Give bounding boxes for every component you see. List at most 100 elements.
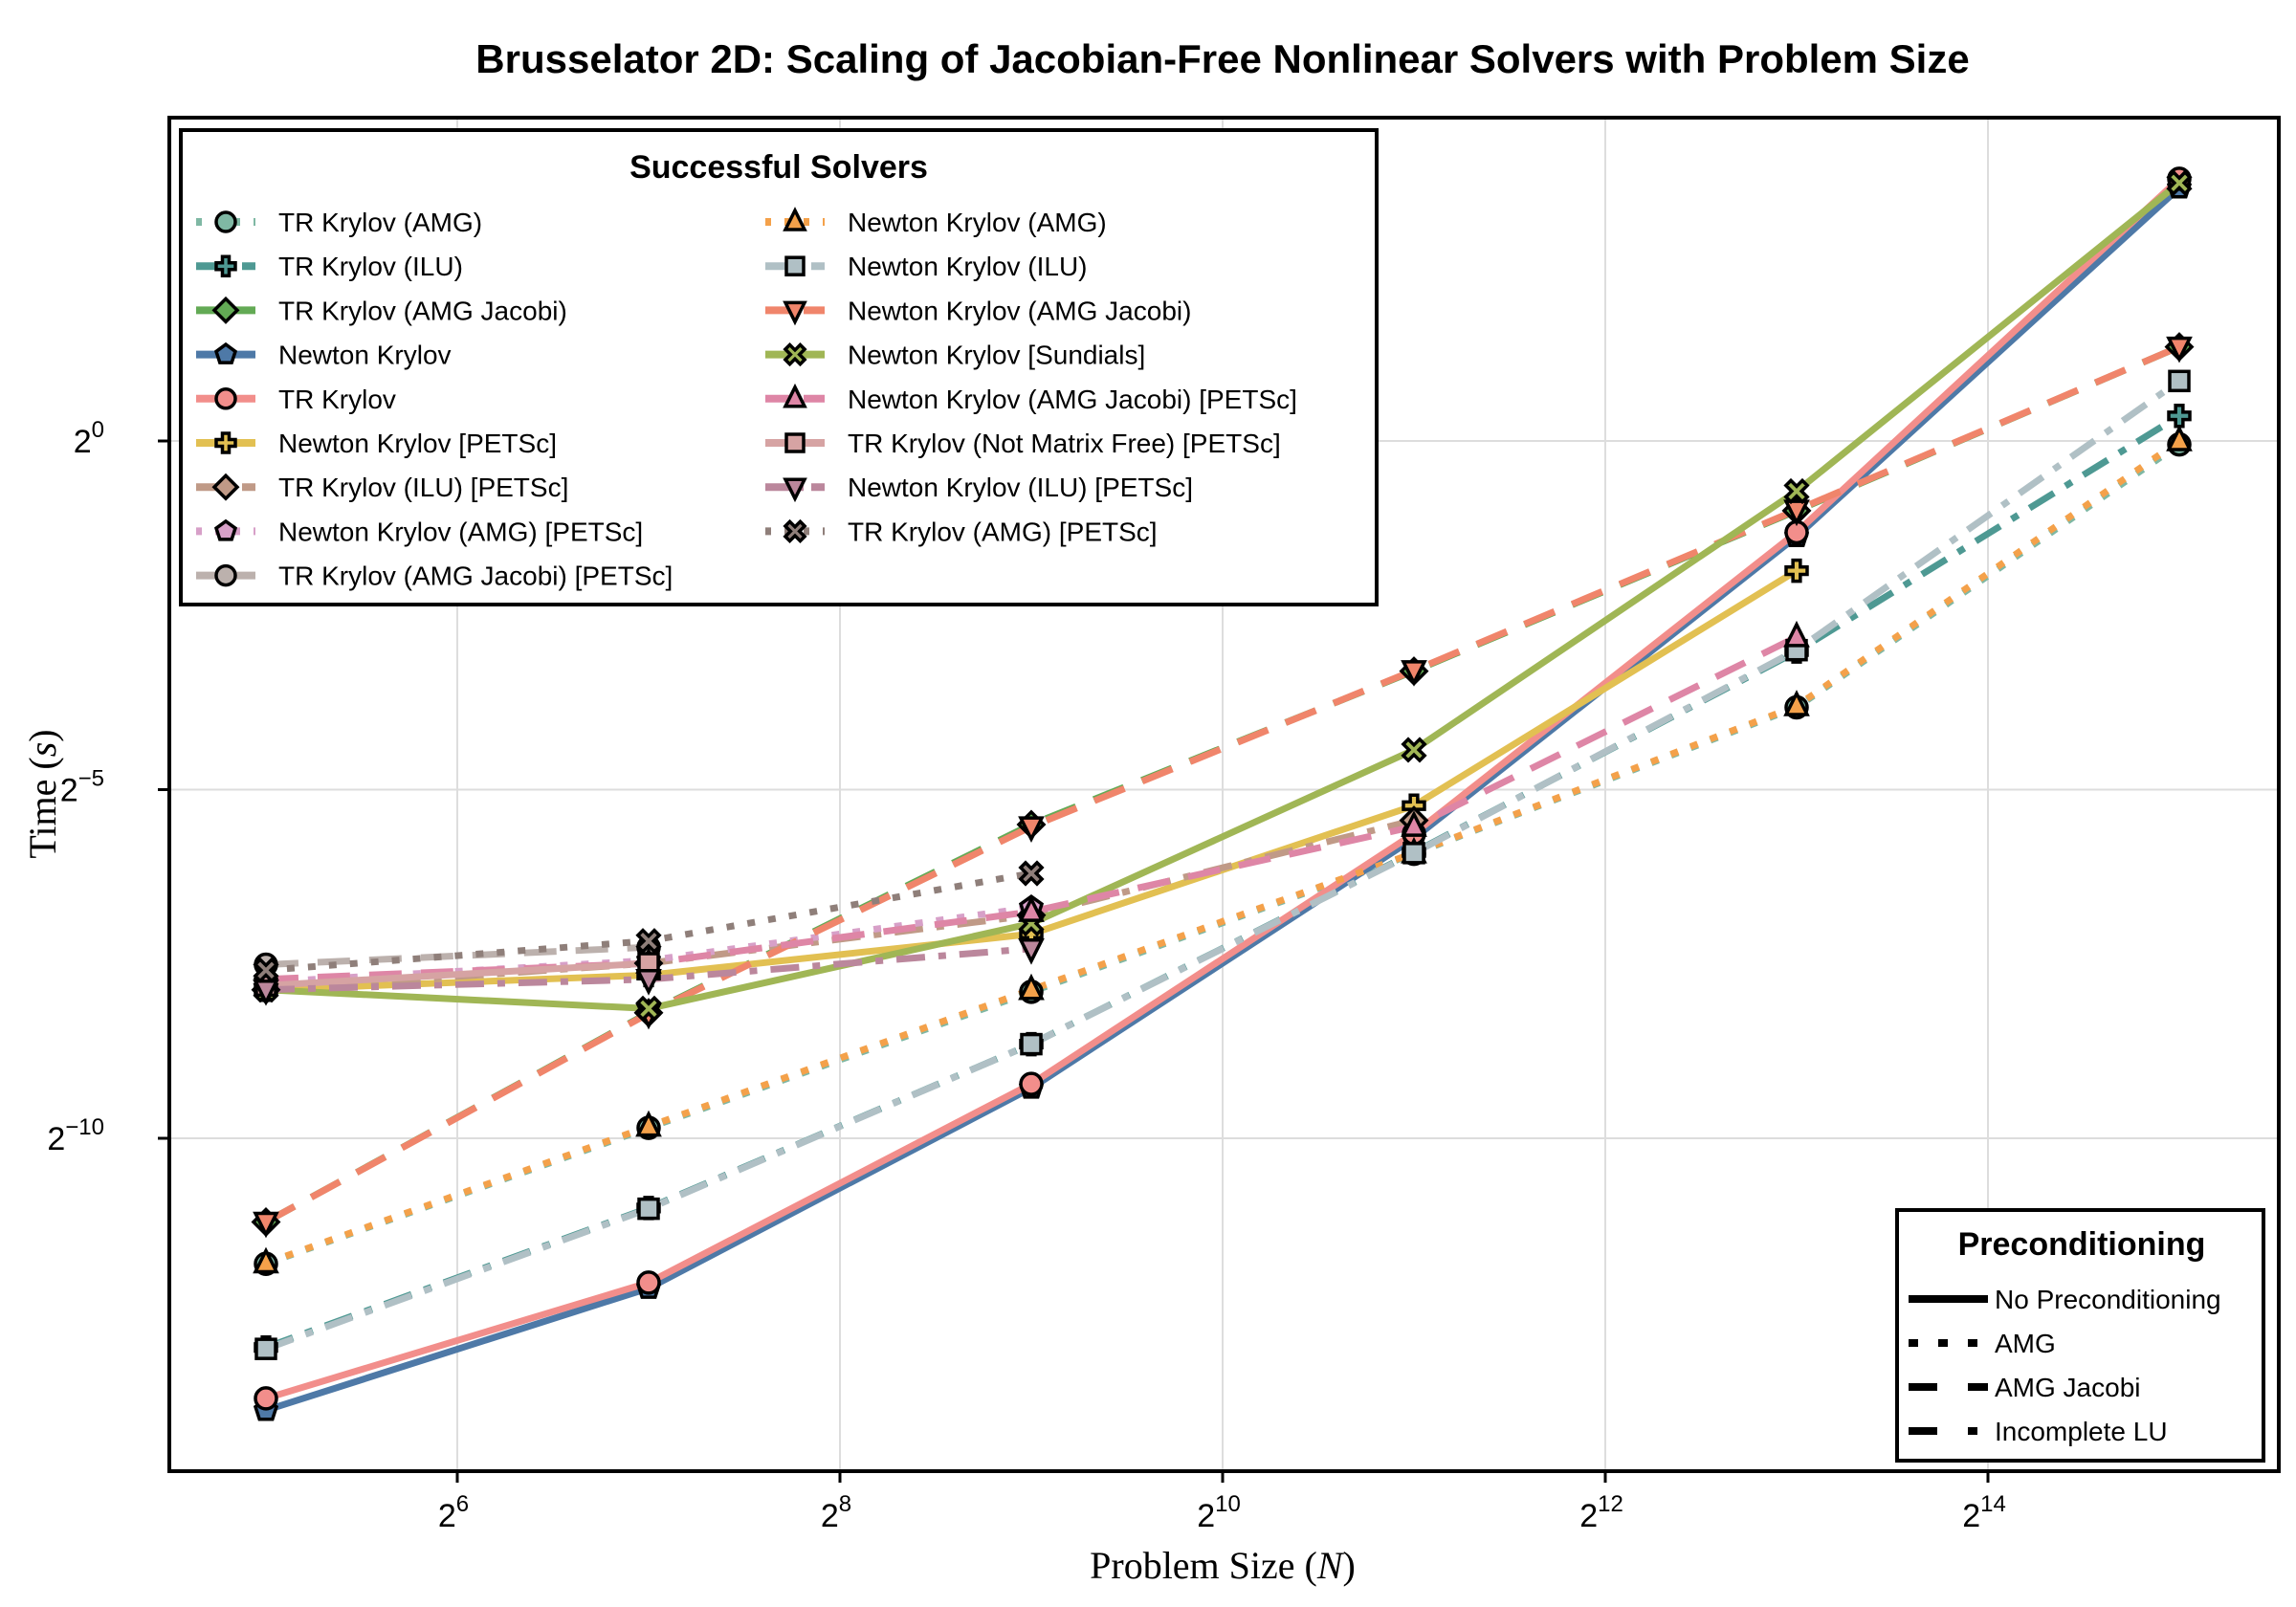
data-point	[1018, 937, 1045, 965]
legend-label: TR Krylov (AMG)	[278, 208, 482, 237]
legend-marker-icon	[214, 431, 237, 454]
data-point	[253, 957, 279, 983]
legend-marker-icon	[783, 518, 807, 543]
data-point	[1783, 620, 1810, 648]
data-point	[254, 1337, 277, 1360]
y-tick-label: 2−10	[47, 1114, 104, 1157]
data-point	[1018, 973, 1045, 1001]
legend-marker-icon	[784, 255, 806, 276]
data-point	[1018, 816, 1045, 844]
legend-label: No Preconditioning	[1995, 1285, 2221, 1314]
legend-label: TR Krylov (AMG Jacobi) [PETSc]	[278, 561, 673, 591]
chart-title: Brusselator 2D: Scaling of Jacobian-Free…	[475, 36, 1969, 81]
data-point	[253, 1211, 279, 1239]
data-point	[2167, 404, 2192, 429]
series-line	[265, 943, 650, 968]
data-point	[1018, 860, 1045, 887]
legend-marker-icon	[783, 300, 807, 326]
legend-marker-icon	[213, 341, 238, 364]
legend-label: Incomplete LU	[1995, 1417, 2168, 1446]
series-line	[264, 438, 2181, 1266]
data-point	[636, 1270, 661, 1295]
data-point	[1401, 737, 1427, 763]
legend-label: TR Krylov (AMG Jacobi)	[278, 296, 567, 325]
legend-marker-icon	[213, 518, 238, 541]
legend-successful-solvers: Successful Solvers TR Krylov (AMG) TR Kry…	[179, 128, 1379, 606]
legend-entry: TR Krylov (AMG Jacobi)	[196, 296, 567, 325]
series-line	[264, 378, 2182, 1353]
legend-entry: TR Krylov	[196, 385, 396, 414]
data-point	[1783, 477, 1810, 505]
legend-marker-icon	[214, 210, 237, 233]
series-line	[264, 176, 2182, 1402]
y-tick-label: 20	[74, 417, 104, 460]
legend-entry: Newton Krylov	[196, 341, 452, 370]
data-point	[1018, 895, 1045, 922]
legend-label: TR Krylov	[278, 385, 396, 414]
data-point	[637, 1197, 660, 1221]
legend-entry: TR Krylov (ILU)	[196, 252, 463, 281]
legend-entry: Newton Krylov (ILU)	[765, 252, 1088, 281]
series-line	[264, 343, 2181, 1225]
legend-entry: Newton Krylov (ILU) [PETSc]	[765, 473, 1193, 502]
legend-entry: TR Krylov (AMG)	[196, 208, 482, 237]
legend-marker-icon	[783, 477, 807, 503]
legend-solvers-title: Successful Solvers	[629, 149, 928, 186]
legend-label: Newton Krylov (AMG) [PETSc]	[278, 517, 643, 546]
legend-entry: AMG	[1909, 1329, 2056, 1358]
legend-label: Newton Krylov (AMG Jacobi) [PETSc]	[848, 385, 1297, 414]
legend-label: Newton Krylov [PETSc]	[278, 429, 557, 458]
data-point	[635, 969, 662, 996]
legend-precond-title: Preconditioning	[1958, 1226, 2206, 1263]
legend-entry: Newton Krylov (AMG Jacobi) [PETSc]	[765, 383, 1297, 414]
data-point	[253, 1246, 279, 1274]
x-axis-ticks: 26 28 210 212 214	[438, 1471, 2006, 1534]
legend-marker-icon	[214, 387, 237, 410]
data-point	[1402, 842, 1425, 865]
legend-label: TR Krylov (AMG) [PETSc]	[848, 517, 1158, 546]
legend-marker-icon	[783, 342, 807, 367]
legend-label: Newton Krylov (AMG)	[848, 208, 1107, 237]
data-point	[1019, 1071, 1044, 1096]
legend-label: TR Krylov (ILU) [PETSc]	[278, 473, 568, 502]
data-point	[1784, 558, 1809, 583]
legend-marker-icon	[783, 207, 807, 231]
legend-entry: Newton Krylov [PETSc]	[196, 429, 557, 458]
data-point	[1020, 1032, 1043, 1056]
series-line	[265, 959, 650, 989]
legend-solvers-frame	[179, 128, 1379, 606]
data-point	[253, 979, 279, 1006]
legend-marker-icon	[214, 254, 237, 277]
data-point	[1783, 690, 1810, 716]
legend-entry: TR Krylov (AMG Jacobi) [PETSc]	[196, 561, 673, 591]
legend-precond-frame	[1895, 1208, 2265, 1463]
legend-label: Newton Krylov (ILU) [PETSc]	[848, 473, 1193, 502]
legend-marker-icon	[784, 432, 806, 453]
series-line	[264, 185, 2182, 1414]
data-point	[254, 1386, 278, 1411]
x-tick-label: 212	[1579, 1491, 1623, 1534]
data-point	[635, 995, 662, 1023]
legend-entry: TR Krylov (ILU) [PETSc]	[196, 473, 568, 502]
legend-marker-icon	[211, 296, 240, 324]
series-line	[265, 180, 2182, 1012]
legend-entry: TR Krylov (AMG) [PETSc]	[765, 517, 1158, 546]
data-point	[635, 1110, 662, 1137]
data-point	[2166, 336, 2193, 363]
x-tick-label: 26	[438, 1491, 469, 1534]
legend-entry: Newton Krylov (AMG) [PETSc]	[196, 517, 643, 546]
y-axis-ticks: 20 2−5 2−10	[47, 417, 169, 1157]
x-tick-label: 210	[1197, 1491, 1241, 1534]
series-line	[265, 633, 1799, 983]
x-tick-label: 28	[821, 1491, 851, 1534]
legend-preconditioning: Preconditioning No Preconditioning AMG AMG…	[1895, 1208, 2265, 1463]
x-axis-label: Problem Size (N)	[1090, 1544, 1356, 1587]
data-point	[2166, 425, 2193, 451]
legend-entry: TR Krylov (Not Matrix Free) [PETSc]	[765, 429, 1281, 458]
legend-entry: No Preconditioning	[1909, 1285, 2221, 1314]
legend-entry: AMG Jacobi	[1909, 1373, 2141, 1402]
legend-label: Newton Krylov (AMG Jacobi)	[848, 296, 1191, 325]
data-point	[2166, 169, 2193, 196]
data-point	[1401, 660, 1427, 687]
